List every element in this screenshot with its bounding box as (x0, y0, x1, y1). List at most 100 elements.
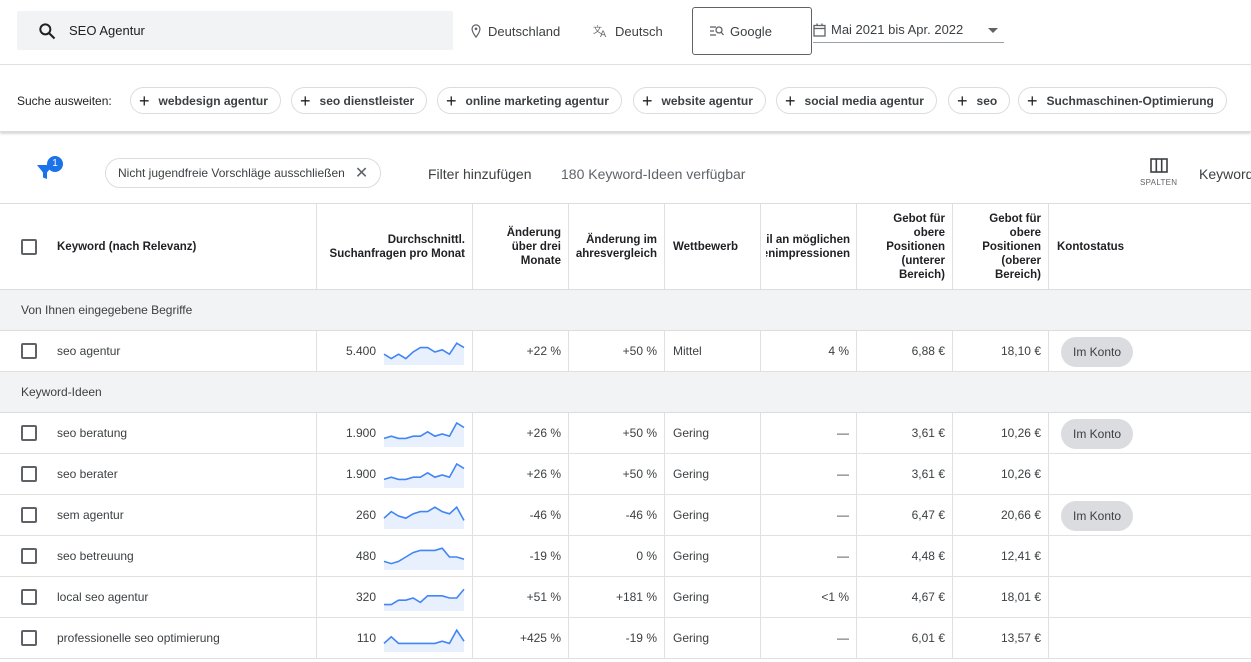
bid-high-cell: 12,41 € (1000, 549, 1041, 563)
impression-share-cell: <1 % (821, 590, 849, 604)
plus-icon: + (957, 90, 968, 111)
avg-searches-cell: 320 (355, 590, 376, 604)
header-bid-high[interactable]: Gebot für obere Positionen (oberer Berei… (982, 212, 1041, 281)
row-checkbox[interactable] (21, 548, 37, 564)
sparkline-line (383, 628, 465, 645)
row-checkbox[interactable] (21, 630, 37, 646)
keyword-view-toggle[interactable]: Keyword (1199, 166, 1251, 182)
trend-sparkline (383, 462, 465, 488)
expand-chip[interactable]: + website agentur (633, 87, 766, 114)
trend-sparkline (383, 421, 465, 447)
bid-high-cell: 18,10 € (1000, 344, 1041, 358)
yoy-change-cell: +50 % (622, 426, 657, 440)
expand-chip[interactable]: + webdesign agentur (130, 87, 281, 114)
select-all-checkbox[interactable] (21, 239, 37, 255)
header-competition[interactable]: Wettbewerb (673, 240, 738, 253)
expand-chip[interactable]: + seo dienstleister (291, 87, 428, 114)
table-row[interactable]: sem agentur 260 -46 % -46 % Gering — 6,4… (0, 495, 1251, 536)
columns-label: SPALTEN (1140, 178, 1178, 187)
bid-low-cell: 6,47 € (911, 508, 945, 522)
yoy-change-cell: +181 % (615, 590, 657, 604)
group-entered-terms: Von Ihnen eingegebene Begriffe (0, 290, 1251, 331)
avg-searches-cell: 1.900 (345, 467, 376, 481)
available-count: 180 Keyword-Ideen verfügbar (561, 166, 746, 182)
keyword-cell: seo berater (57, 467, 118, 481)
header-three-month-change[interactable]: Änderung über drei Monate (506, 226, 561, 267)
header-avg-searches[interactable]: Durchschnittl. Suchanfragen pro Monat (329, 233, 465, 260)
search-network-selector[interactable]: Google (692, 7, 812, 55)
filter-bar (0, 147, 1251, 203)
row-checkbox[interactable] (21, 466, 37, 482)
yoy-change-cell: +50 % (622, 467, 657, 481)
date-range-selector[interactable]: Mai 2021 bis Apr. 2022 (813, 17, 1004, 43)
expand-chip-label: seo dienstleister (319, 93, 415, 108)
table-row[interactable]: seo beratung 1.900 +26 % +50 % Gering — … (0, 413, 1251, 454)
impression-share-cell: 4 % (828, 344, 849, 358)
expand-chip[interactable]: + Suchmaschinen-Optimierung (1018, 87, 1227, 114)
row-checkbox[interactable] (21, 343, 37, 359)
account-status-chip: Im Konto (1061, 419, 1134, 449)
location-label: Deutschland (488, 23, 561, 39)
sparkline-area (384, 423, 464, 447)
search-network-icon (710, 26, 724, 36)
search-network-label: Google (730, 23, 772, 39)
avg-searches-cell: 1.900 (345, 426, 376, 440)
trend-sparkline (384, 588, 465, 611)
plus-icon: + (1027, 90, 1038, 111)
sparkline-line (384, 588, 465, 606)
table-row[interactable]: local seo agentur 320 +51 % +181 % Gerin… (0, 577, 1251, 618)
search-value: SEO Agentur (69, 23, 145, 38)
expand-chip-label: website agentur (661, 93, 753, 108)
expand-chip-label: webdesign agentur (158, 93, 268, 108)
add-filter-button[interactable]: Filter hinzufügen (428, 166, 532, 182)
three-month-change-cell: +26 % (526, 426, 561, 440)
table-row[interactable]: seo berater 1.900 +26 % +50 % Gering — 3… (0, 454, 1251, 495)
plus-icon: + (139, 90, 150, 111)
trend-sparkline (383, 547, 465, 570)
expand-chip[interactable]: + online marketing agentur (437, 87, 622, 114)
bid-high-cell: 10,26 € (1000, 426, 1041, 440)
bid-low-cell: 3,61 € (911, 467, 945, 481)
table-header: Keyword (nach Relevanz) Durchschnittl. S… (0, 204, 1251, 290)
header-account-status[interactable]: Kontostatus (1057, 240, 1125, 253)
header-bid-low[interactable]: Gebot für obere Positionen (unterer Bere… (886, 212, 945, 281)
filter-count-badge: 1 (47, 156, 63, 172)
header-keyword[interactable]: Keyword (nach Relevanz) (57, 240, 197, 253)
sparkline-line (383, 547, 465, 565)
trend-sparkline (383, 505, 465, 529)
table-row[interactable]: seo betreuung 480 -19 % 0 % Gering — 4,4… (0, 536, 1251, 577)
competition-cell: Gering (673, 426, 710, 440)
keyword-table: Keyword (nach Relevanz) Durchschnittl. S… (0, 203, 1251, 659)
header-impression-share[interactable]: Anteil an möglichen Anzeigenimpressionen (766, 233, 850, 260)
three-month-change-cell: +26 % (526, 467, 561, 481)
chevron-down-icon (988, 28, 998, 33)
bid-high-cell: 20,66 € (1000, 508, 1041, 522)
row-checkbox[interactable] (21, 507, 37, 523)
expand-chip[interactable]: + social media agentur (776, 87, 937, 114)
account-status-chip: Im Konto (1061, 337, 1134, 367)
yoy-change-cell: -46 % (625, 508, 657, 522)
expand-chip[interactable]: + seo (948, 87, 1011, 114)
row-checkbox[interactable] (21, 589, 37, 605)
sparkline-line (383, 505, 465, 521)
location-selector[interactable]: Deutschland (470, 21, 560, 41)
plus-icon: + (446, 90, 457, 111)
columns-icon (1149, 158, 1168, 173)
adult-filter-chip[interactable]: Nicht jugendfreie Vorschläge ausschließe… (105, 158, 382, 188)
row-checkbox[interactable] (21, 425, 37, 441)
header-yoy-change[interactable]: Änderung im Jahresvergleich (576, 233, 657, 260)
keyword-cell: local seo agentur (57, 590, 149, 604)
trend-sparkline (383, 628, 465, 652)
columns-button[interactable]: SPALTEN (1140, 158, 1177, 187)
bid-low-cell: 6,88 € (911, 344, 945, 358)
bid-low-cell: 4,48 € (911, 549, 945, 563)
expand-search-row: Suche ausweiten: + webdesign agentur + seo… (0, 64, 1251, 132)
close-icon[interactable]: ✕ (354, 165, 369, 182)
search-input[interactable]: SEO Agentur (17, 11, 453, 50)
location-pin-icon (471, 24, 481, 38)
table-row[interactable]: professionelle seo optimierung 110 +425 … (0, 618, 1251, 659)
bid-low-cell: 4,67 € (911, 590, 945, 604)
table-row[interactable]: seo agentur 5.400 +22 % +50 % Mittel 4 %… (0, 331, 1251, 372)
